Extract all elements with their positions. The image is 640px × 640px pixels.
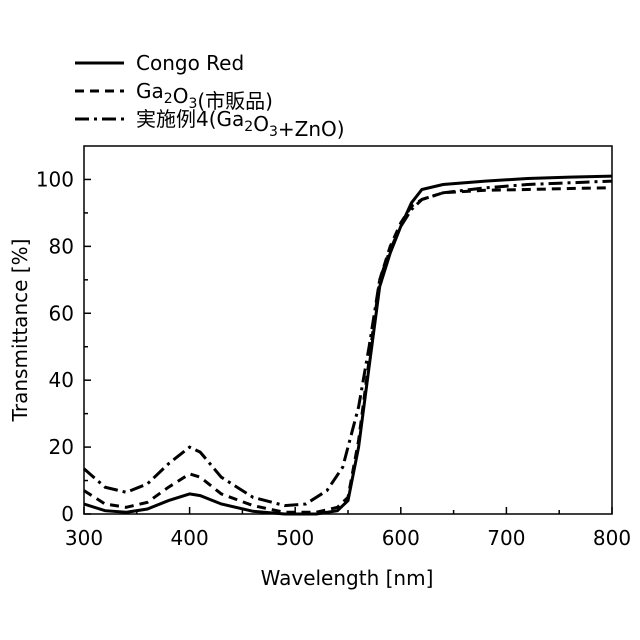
plot-frame: [84, 146, 612, 514]
y-tick-label: 60: [49, 301, 74, 325]
x-tick-label: 400: [171, 526, 209, 550]
y-tick-label: 40: [49, 368, 74, 392]
y-tick-label: 20: [49, 435, 74, 459]
plot-area: [84, 146, 612, 514]
y-tick-label: 0: [61, 502, 74, 526]
series-line-3: [84, 181, 612, 506]
legend-label: Congo Red: [136, 51, 244, 75]
x-tick-label: 700: [487, 526, 525, 550]
x-tick-label: 300: [65, 526, 103, 550]
y-tick-label: 80: [49, 234, 74, 258]
x-tick-label: 500: [276, 526, 314, 550]
series-line-2: [84, 188, 612, 513]
x-tick-label: 800: [593, 526, 631, 550]
legend-label: 実施例4(Ga2O3+ZnO): [136, 107, 345, 141]
legend-item: 実施例4(Ga2O3+ZnO): [75, 107, 345, 141]
x-axis-title: Wavelength [nm]: [261, 566, 434, 590]
x-tick-label: 600: [382, 526, 420, 550]
series-line-1: [84, 176, 612, 514]
legend-item: Congo Red: [75, 51, 244, 75]
y-axis: 0 20 40 60 80 100: [36, 167, 91, 526]
y-axis-title: Transmittance [%]: [8, 239, 32, 423]
legend: Congo RedGa2O3(市販品)実施例4(Ga2O3+ZnO): [75, 51, 345, 141]
y-tick-label: 100: [36, 167, 74, 191]
